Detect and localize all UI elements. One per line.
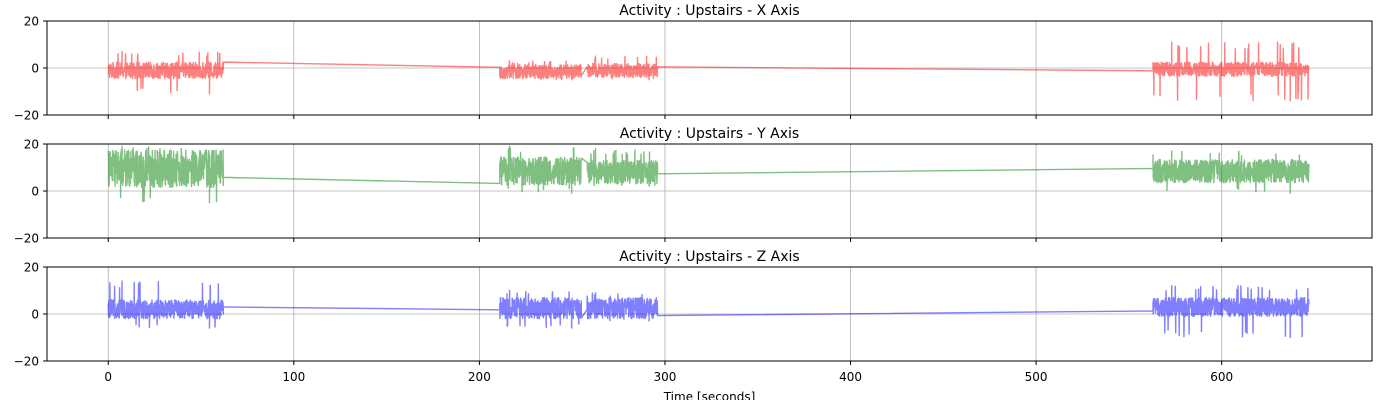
series-line: [107, 41, 1310, 102]
series-line: [107, 280, 1310, 339]
y-tick-label: 20: [24, 138, 39, 152]
x-tick-label: 200: [468, 370, 491, 384]
x-tick-label: 500: [1025, 370, 1048, 384]
x-tick-label: 100: [282, 370, 305, 384]
x-tick-label: 400: [839, 370, 862, 384]
y-tick-label: 0: [31, 185, 39, 199]
subplot-y-axis: −20 0 20 Activity : Upstairs - Y Axis: [14, 126, 1373, 246]
subplot-title: Activity : Upstairs - X Axis: [619, 3, 799, 19]
y-tick-label: 20: [24, 261, 39, 275]
subplot-x-axis: −20 0 20 Activity : Upstairs - X Axis: [14, 3, 1373, 123]
subplot-title: Activity : Upstairs - Y Axis: [620, 126, 799, 142]
x-tick-label: 600: [1210, 370, 1233, 384]
y-tick-label: 0: [31, 308, 39, 322]
subplot-title: Activity : Upstairs - Z Axis: [619, 249, 799, 265]
y-tick-label: −20: [14, 232, 39, 246]
x-axis-label: Time [seconds]: [663, 390, 756, 400]
series-line: [107, 145, 1310, 204]
x-tick-label: 300: [654, 370, 677, 384]
y-tick-label: −20: [14, 355, 39, 369]
y-tick-label: 20: [24, 15, 39, 29]
y-tick-label: −20: [14, 109, 39, 123]
x-tick-label: 0: [104, 370, 112, 384]
y-tick-label: 0: [31, 62, 39, 76]
